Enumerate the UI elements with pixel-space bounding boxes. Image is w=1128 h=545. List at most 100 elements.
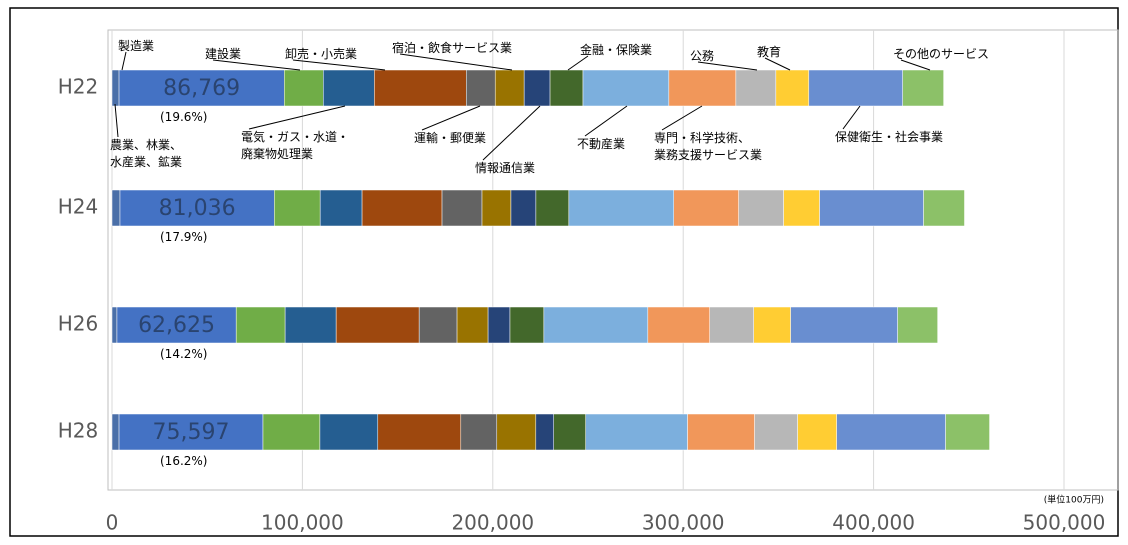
bar-segment [466, 69, 496, 107]
x-tick-label: 400,000 [832, 511, 915, 535]
value-label: 62,625 [138, 313, 215, 338]
bar-segment [797, 413, 837, 451]
series-label: その他のサービス [893, 47, 990, 61]
leader-line [248, 105, 346, 130]
bar-segment [510, 189, 537, 227]
leader-line [900, 59, 931, 71]
bar-segment [523, 69, 551, 107]
share-label: (16.2%) [160, 454, 208, 468]
bar-segment [754, 413, 798, 451]
bar-segment [319, 413, 379, 451]
bar-segment [361, 189, 443, 227]
bar-segment [118, 69, 285, 107]
bar-segment [284, 69, 324, 107]
bar-segment [111, 69, 120, 107]
leader-line [661, 105, 703, 131]
bar-segment [568, 189, 674, 227]
leader-line [567, 55, 589, 71]
leader-line [584, 105, 628, 137]
bar-segment [945, 413, 990, 451]
bar-segment [323, 69, 375, 107]
x-tick-label: 300,000 [642, 511, 725, 535]
series-label: 不動産業 [577, 137, 626, 151]
bar-segment [753, 306, 791, 344]
bar-segment [456, 306, 489, 344]
bar-segment [543, 306, 649, 344]
bar-segment [783, 189, 820, 227]
share-label: (19.6%) [160, 110, 208, 124]
bar-segment [553, 413, 586, 451]
bar-segment [735, 69, 777, 107]
value-label: 86,769 [163, 76, 240, 101]
bar-segment [687, 413, 755, 451]
bar-segment [673, 189, 739, 227]
series-label: 製造業 [118, 39, 155, 53]
bar-segment [418, 306, 458, 344]
bar-segment [235, 306, 286, 344]
series-label: 公務 [690, 49, 715, 63]
series-label: 宿泊・飲食サービス業 [392, 41, 513, 55]
leader-line [421, 105, 481, 131]
bar-segment [549, 69, 584, 107]
leader-line [482, 105, 541, 161]
series-label: 金融・保険業 [580, 43, 653, 57]
series-label: 電気・ガス・水道・ 廃棄物処理業 [241, 130, 350, 161]
bar-segment [111, 306, 118, 344]
value-label: 81,036 [159, 196, 236, 221]
series-label: 農業、林業、 水産業、鉱業 [110, 138, 183, 169]
bar-segment [496, 413, 537, 451]
plot-area [107, 29, 1119, 491]
series-label: 専門・科学技術、 業務支援サービス業 [654, 131, 763, 162]
leader-line [292, 59, 386, 71]
series-label: 教育 [757, 45, 782, 59]
bar-segment [374, 69, 467, 107]
series-label: 保健衛生・社会事業 [835, 130, 944, 144]
x-tick-label: 200,000 [451, 511, 534, 535]
bar-segment [487, 306, 511, 344]
leader-line [697, 61, 758, 71]
leader-line [121, 51, 127, 71]
leader-line [212, 59, 301, 71]
bar-segment [335, 306, 420, 344]
bar-segment [377, 413, 462, 451]
series-label: 情報通信業 [475, 161, 536, 175]
y-tick-label: H26 [58, 312, 99, 336]
bar-segment [494, 69, 525, 107]
bar-segment [116, 306, 237, 344]
share-label: (14.2%) [160, 347, 208, 361]
bar-segment [790, 306, 898, 344]
bar-segment [509, 306, 545, 344]
series-label: 卸売・小売業 [285, 47, 358, 61]
x-tick-label: 100,000 [261, 511, 344, 535]
leader-line [114, 103, 119, 138]
bar-segment [897, 306, 938, 344]
unit-label: (単位100万円) [1044, 494, 1104, 506]
bar-segment [111, 413, 120, 451]
bar-segment [441, 189, 483, 227]
x-tick-label: 0 [106, 511, 119, 535]
bar-segment [284, 306, 337, 344]
bar-segment [775, 69, 810, 107]
bar-segment [460, 413, 498, 451]
y-tick-label: H28 [58, 419, 99, 443]
series-label: 運輸・郵便業 [414, 131, 487, 145]
share-label: (17.9%) [160, 230, 208, 244]
bar-segment [319, 189, 363, 227]
bar-segment [481, 189, 512, 227]
y-tick-label: H24 [58, 195, 99, 219]
leader-line [764, 57, 791, 71]
bar-segment [274, 189, 321, 227]
bar-segment [808, 69, 903, 107]
bar-segment [668, 69, 737, 107]
leader-line [842, 105, 861, 130]
bar-segment [111, 189, 121, 227]
bar-segment [819, 189, 924, 227]
bar-segment [582, 69, 670, 107]
bar-segment [836, 413, 946, 451]
bar-segment [709, 306, 754, 344]
value-label: 75,597 [153, 420, 230, 445]
bar-segment [119, 189, 275, 227]
bar-segment [535, 189, 570, 227]
